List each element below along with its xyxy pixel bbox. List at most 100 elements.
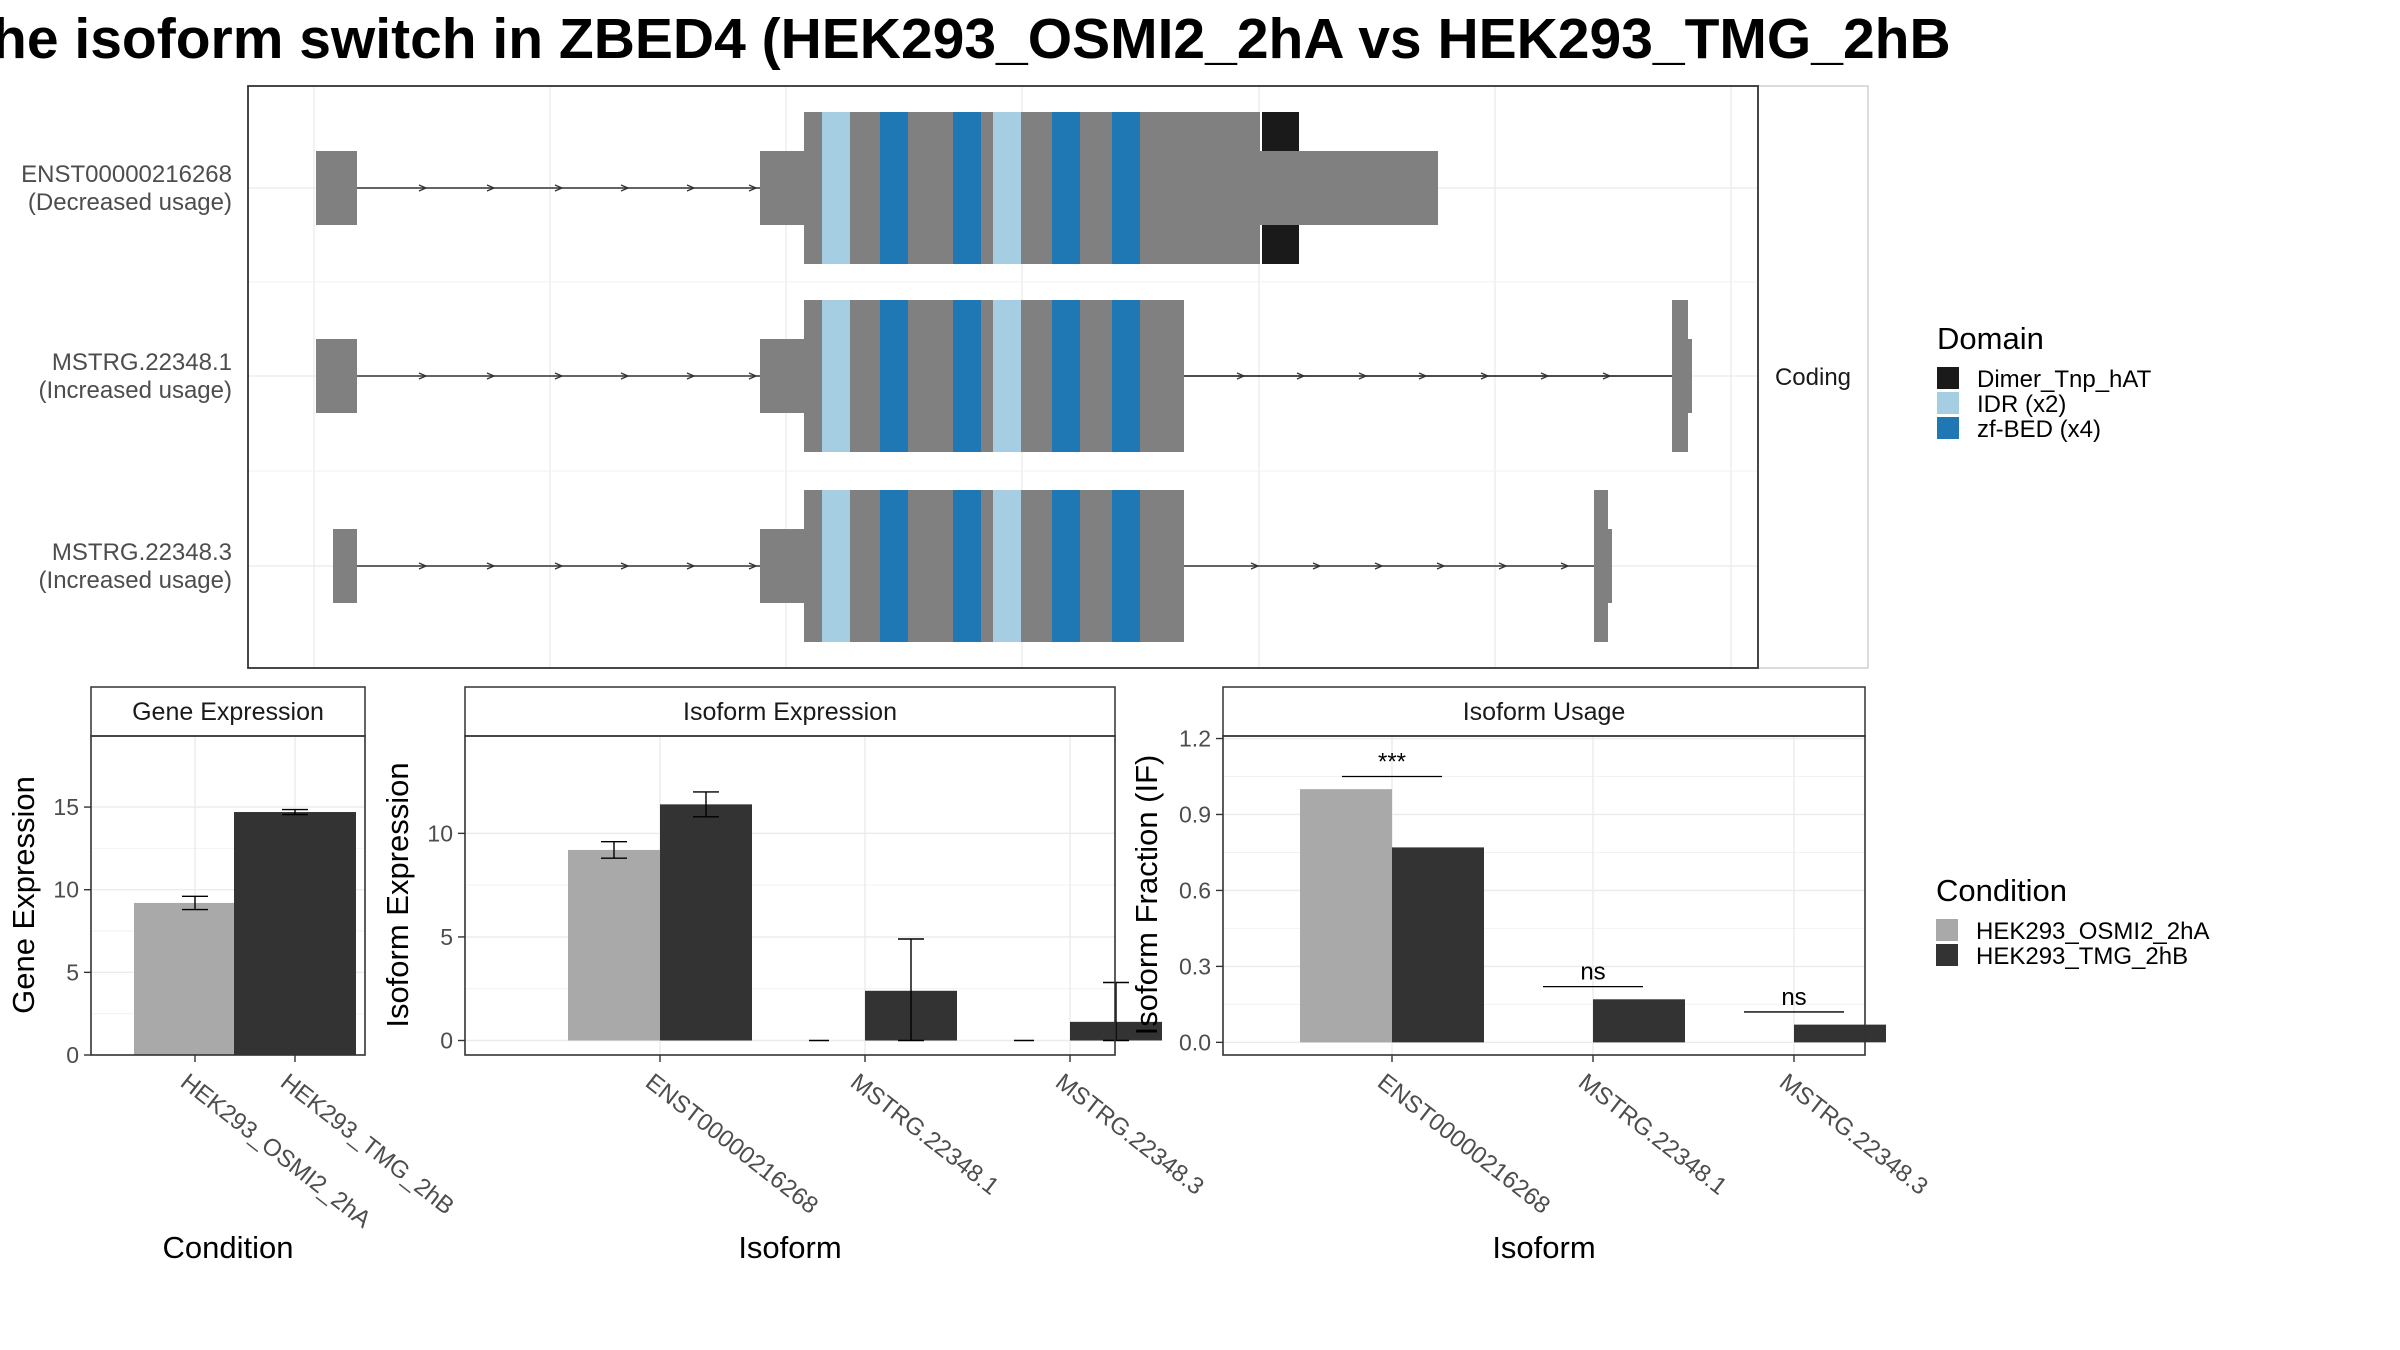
x-tick-label: MSTRG.22348.3 [1050, 1068, 1209, 1200]
exon-last-utr [1606, 529, 1612, 603]
y-tick-label: 10 [53, 877, 79, 903]
legend-key [1937, 367, 1959, 389]
facet-strip [1222, 686, 1866, 737]
legend-key [1937, 417, 1959, 439]
y-tick-label: 0 [440, 1028, 453, 1054]
domain-idr [822, 300, 850, 452]
intron-arrow [1560, 562, 1570, 570]
intron-arrow [1296, 372, 1306, 380]
intron-arrow [686, 372, 696, 380]
intron-arrow [1312, 562, 1322, 570]
domain-zf-bed [953, 112, 981, 264]
intron-arrow [554, 562, 564, 570]
domain-zf-bed [1052, 112, 1080, 264]
panel-title: Isoform Usage [1463, 698, 1626, 726]
bar [1300, 789, 1392, 1043]
y-tick-label: 15 [53, 794, 79, 820]
domain-zf-bed [880, 490, 908, 642]
intron-arrow [686, 184, 696, 192]
x-tick-label: MSTRG.22348.1 [845, 1068, 1004, 1200]
legend-key [1937, 392, 1959, 414]
intron-arrow [1250, 562, 1260, 570]
exon-cds [804, 112, 1260, 264]
exon-last-cds [1672, 300, 1688, 452]
domain-zf-bed [953, 490, 981, 642]
exon-last-utr [1686, 339, 1692, 413]
intron-arrow [418, 372, 428, 380]
y-tick-label: 0.3 [1179, 953, 1211, 979]
domain-idr [993, 300, 1021, 452]
legend-title: Domain [1937, 321, 2044, 356]
domain-zf-bed [880, 112, 908, 264]
legend-label: HEK293_TMG_2hB [1976, 943, 2188, 970]
domain-zf-bed [880, 300, 908, 452]
exon-utr5 [760, 339, 805, 413]
intron-arrow [748, 184, 758, 192]
legend-label: HEK293_OSMI2_2hA [1976, 918, 2209, 945]
legend-title: Condition [1936, 873, 2067, 908]
plot-panel-border [464, 735, 1116, 1056]
y-tick-label: 0.0 [1179, 1029, 1211, 1055]
exon-utr3 [1260, 151, 1438, 225]
x-tick-label: ENST00000216268 [1372, 1068, 1555, 1219]
y-tick-label: 10 [427, 820, 453, 846]
x-tick-label: HEK293_TMG_2hB [275, 1068, 459, 1220]
y-tick-label: 0.9 [1179, 801, 1211, 827]
intron-arrow [1498, 562, 1508, 570]
significance-label: *** [1378, 749, 1406, 776]
intron-arrow [554, 372, 564, 380]
y-tick-label: 1.2 [1179, 726, 1211, 752]
domain-idr [993, 112, 1021, 264]
intron-arrow [1480, 372, 1490, 380]
intron-arrow [1236, 372, 1246, 380]
domain-idr [993, 490, 1021, 642]
facet-strip-right [1757, 85, 1869, 669]
intron-arrow [1540, 372, 1550, 380]
transcript-id-label: MSTRG.22348.1 [52, 349, 232, 376]
x-tick-label: HEK293_OSMI2_2hA [175, 1068, 376, 1233]
exon-last-cds [1594, 490, 1608, 642]
domain-zf-bed [1052, 490, 1080, 642]
significance-label: ns [1580, 959, 1605, 986]
facet-strip-label: Coding [1775, 364, 1851, 391]
y-tick-label: 5 [440, 924, 453, 950]
x-tick-label: ENST00000216268 [640, 1068, 823, 1219]
plot-panel-bg [465, 736, 1115, 1055]
exon-first-utr [316, 151, 357, 225]
bar [1794, 1024, 1886, 1043]
domain-zf-bed [1112, 490, 1140, 642]
y-axis-title: Isoform Expression [380, 762, 415, 1027]
intron-arrow [1358, 372, 1368, 380]
transcript-id-label: ENST00000216268 [21, 161, 232, 188]
legend-key [1936, 919, 1958, 941]
y-tick-label: 5 [66, 959, 79, 985]
intron-arrow [1602, 372, 1612, 380]
transcript-id-label: MSTRG.22348.3 [52, 539, 232, 566]
legend-label: Dimer_Tnp_hAT [1977, 366, 2152, 393]
intron-arrow [554, 184, 564, 192]
bar [1593, 999, 1685, 1043]
bar [568, 849, 660, 1041]
plot-panel-border [90, 735, 366, 1056]
intron-arrow [748, 372, 758, 380]
transcript-usage-label: (Increased usage) [39, 377, 232, 404]
domain-idr [822, 112, 850, 264]
exon-first-utr [333, 529, 357, 603]
x-axis-title: Isoform [738, 1230, 841, 1265]
domain-idr [822, 490, 850, 642]
x-tick-label: MSTRG.22348.3 [1774, 1068, 1933, 1200]
bar [1392, 847, 1484, 1043]
plot-title: he isoform switch in ZBED4 (HEK293_OSMI2… [0, 7, 1951, 71]
intron-arrow [1418, 372, 1428, 380]
intron-arrow [486, 372, 496, 380]
intron-arrow [620, 184, 630, 192]
x-tick-label: MSTRG.22348.1 [1573, 1068, 1732, 1200]
intron-arrow [486, 562, 496, 570]
panel-title: Isoform Expression [683, 698, 897, 726]
facet-strip [464, 686, 1116, 737]
domain-zf-bed [1112, 112, 1140, 264]
bar [234, 812, 356, 1055]
transcript-usage-label: (Increased usage) [39, 567, 232, 594]
x-axis-title: Condition [163, 1230, 294, 1265]
legend-label: zf-BED (x4) [1977, 416, 2101, 443]
